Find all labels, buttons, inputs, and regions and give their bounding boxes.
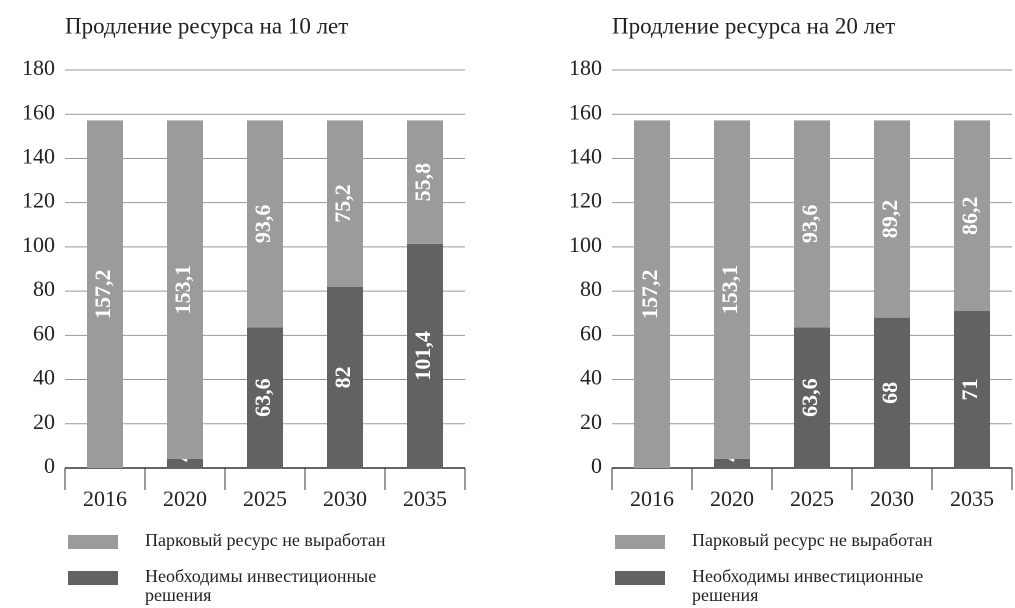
value-label: 157,2 [90, 269, 115, 319]
legend-swatch [615, 535, 665, 549]
y-tick-label: 120 [569, 188, 602, 213]
value-label: 153,1 [717, 265, 742, 315]
value-label: 86,2 [957, 196, 982, 235]
legend-label: Парковый ресурс не выработан [692, 530, 933, 550]
bar-segment [247, 120, 283, 328]
y-tick-label: 40 [580, 365, 602, 390]
x-tick-label: 2020 [163, 486, 207, 511]
y-tick-label: 140 [569, 143, 602, 168]
value-label: 71 [957, 379, 982, 401]
x-tick-label: 2035 [403, 486, 447, 511]
chart-title: Продление ресурса на 10 лет [65, 13, 348, 38]
x-tick-label: 2020 [710, 486, 754, 511]
legend-swatch [615, 571, 665, 585]
bar-segment [167, 120, 203, 459]
x-tick-label: 2016 [630, 486, 674, 511]
legend-line: решения [145, 585, 211, 605]
bar-segment [954, 120, 990, 312]
value-label: 101,4 [410, 331, 435, 381]
y-tick-label: 140 [22, 143, 55, 168]
y-tick-label: 60 [33, 320, 55, 345]
y-tick-label: 180 [569, 55, 602, 80]
value-label: 93,6 [250, 205, 275, 244]
bar-segment [407, 243, 443, 468]
bar-segment [87, 120, 123, 468]
y-tick-label: 180 [22, 55, 55, 80]
value-label: 55,8 [410, 163, 435, 202]
y-tick-label: 60 [580, 320, 602, 345]
legend-label: Необходимы инвестиционные решения [145, 566, 376, 605]
bar-segment [714, 458, 750, 468]
bar-segment [874, 120, 910, 318]
legend-line: Необходимы инвестиционные [692, 566, 923, 586]
value-label: 63,6 [797, 378, 822, 417]
bar-segment [167, 458, 203, 468]
bar-segment [954, 311, 990, 468]
bar-segment [247, 327, 283, 468]
legend-label: Парковый ресурс не выработан [145, 530, 386, 550]
x-tick-label: 2030 [870, 486, 914, 511]
legend-line: Необходимы инвестиционные [145, 566, 376, 586]
bar-segment [407, 120, 443, 244]
x-tick-label: 2025 [790, 486, 834, 511]
bar-segment [327, 286, 363, 468]
y-tick-label: 120 [22, 188, 55, 213]
legend-label: Необходимы инвестиционные решения [692, 566, 923, 605]
y-tick-label: 40 [33, 365, 55, 390]
y-tick-label: 20 [580, 409, 602, 434]
y-tick-label: 20 [33, 409, 55, 434]
legend-swatch [68, 535, 118, 549]
value-label: 82 [330, 366, 355, 388]
value-label: 68 [877, 382, 902, 404]
value-label: 89,2 [877, 200, 902, 239]
value-label: 63,6 [250, 378, 275, 417]
x-tick-label: 2025 [243, 486, 287, 511]
x-tick-label: 2030 [323, 486, 367, 511]
value-label: 93,6 [797, 205, 822, 244]
y-tick-label: 80 [580, 276, 602, 301]
bar-segment [634, 120, 670, 468]
legend-swatch [68, 571, 118, 585]
y-tick-label: 0 [44, 453, 55, 478]
value-label: 75,2 [330, 184, 355, 223]
y-tick-label: 100 [22, 232, 55, 257]
value-label: 157,2 [637, 269, 662, 319]
x-tick-label: 2035 [950, 486, 994, 511]
bar-segment [794, 120, 830, 328]
value-label: 153,1 [170, 265, 195, 315]
bar-segment [714, 120, 750, 459]
x-tick-label: 2016 [83, 486, 127, 511]
bar-segment [327, 120, 363, 287]
y-tick-label: 80 [33, 276, 55, 301]
bar-segment [874, 317, 910, 468]
y-tick-label: 100 [569, 232, 602, 257]
bar-segment [794, 327, 830, 468]
y-tick-label: 160 [22, 99, 55, 124]
chart-title: Продление ресурса на 20 лет [612, 13, 895, 38]
y-tick-label: 0 [591, 453, 602, 478]
y-tick-label: 160 [569, 99, 602, 124]
legend-line: решения [692, 585, 758, 605]
